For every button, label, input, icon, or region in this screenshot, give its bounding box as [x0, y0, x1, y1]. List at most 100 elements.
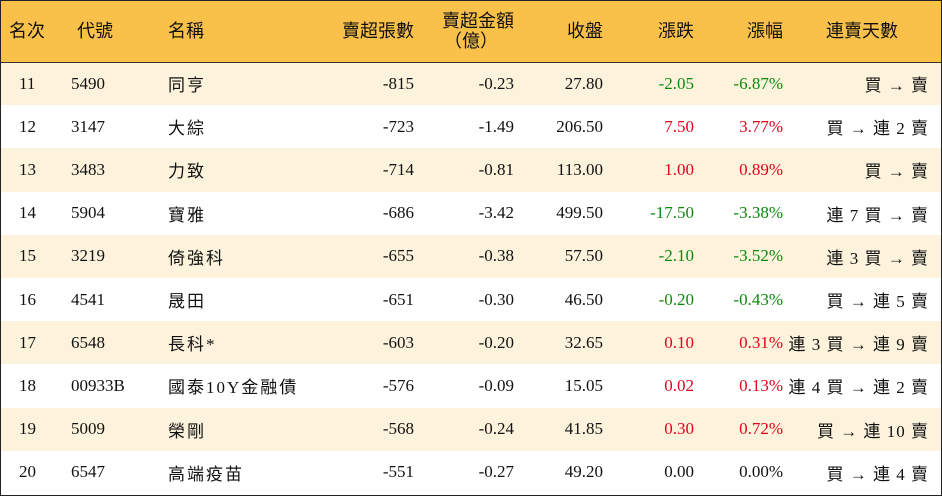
stock-code-cell: 5904	[71, 203, 105, 223]
stock-name-cell: 國泰10Y金融債	[168, 378, 299, 398]
table-row: 12 3147 大綜 -723 -1.49 206.50 7.50 3.77% 買 → 連 2 …	[1, 105, 941, 149]
stock-code-cell: 6548	[71, 332, 105, 352]
rank-cell: 15	[19, 246, 36, 266]
net-sell-shares-cell: -815	[382, 73, 414, 93]
stock-code-cell: 3147	[71, 116, 105, 136]
change-pct-cell: 0.00%	[739, 462, 783, 482]
sell-streak-cell: 連 4 買 → 連 2 賣	[788, 378, 929, 398]
rank-cell: 14	[19, 203, 36, 223]
sell-streak-cell: 連 3 買 → 賣	[826, 248, 929, 268]
sell-streak-cell: 連 7 買 → 賣	[826, 205, 929, 225]
price-change-cell: 0.10	[664, 332, 694, 352]
net-sell-shares-cell: -551	[382, 462, 414, 482]
rank-cell: 20	[19, 462, 36, 482]
header-net-sell-amount-unit: （億）	[444, 31, 498, 52]
close-price-cell: 41.85	[564, 419, 603, 439]
rank-cell: 11	[19, 73, 36, 93]
price-change-cell: -2.10	[658, 246, 694, 266]
net-sell-shares-cell: -576	[382, 375, 414, 395]
sell-streak-cell: 買 → 賣	[864, 162, 929, 182]
net-sell-shares-cell: -655	[382, 246, 414, 266]
header-row: 名次 代號 名稱 賣超張數 賣超金額 （億） 收盤 漲跌 漲幅 連賣天數	[1, 1, 941, 63]
stock-name-cell: 晟田	[168, 292, 206, 312]
stock-name-cell: 同亨	[168, 76, 206, 96]
close-price-cell: 49.20	[564, 462, 603, 482]
price-change-cell: 0.30	[664, 419, 694, 439]
sell-streak-cell: 連 3 買 → 連 9 賣	[788, 335, 929, 355]
sell-streak-cell: 買 → 連 2 賣	[826, 119, 929, 139]
close-price-cell: 46.50	[564, 289, 603, 309]
table-row: 20 6547 高端疫苗 -551 -0.27 49.20 0.00 0.00% 買 → 連 4…	[1, 450, 941, 494]
change-pct-cell: -3.52%	[733, 246, 783, 266]
table-row: 13 3483 力致 -714 -0.81 113.00 1.00 0.89% 買 → 賣	[1, 148, 941, 192]
sell-streak-cell: 買 → 連 5 賣	[826, 292, 929, 312]
rank-cell: 19	[19, 419, 36, 439]
price-change-cell: 7.50	[664, 116, 694, 136]
rank-cell: 16	[19, 289, 36, 309]
stock-name-cell: 大綜	[168, 119, 206, 139]
sell-streak-cell: 買 → 連 10 賣	[817, 421, 929, 441]
stock-code-cell: 5490	[71, 73, 105, 93]
net-sell-shares-cell: -723	[382, 116, 414, 136]
header-close: 收盤	[514, 1, 603, 63]
stock-code-cell: 5009	[71, 419, 105, 439]
change-pct-cell: -6.87%	[733, 73, 783, 93]
close-price-cell: 113.00	[556, 159, 603, 179]
table-header: 名次 代號 名稱 賣超張數 賣超金額 （億） 收盤 漲跌 漲幅 連賣天數	[1, 1, 941, 63]
table-body: 11 5490 同亨 -815 -0.23 27.80 -2.05 -6.87% 買 → 賣 12…	[1, 62, 941, 494]
change-pct-cell: -0.43%	[733, 289, 783, 309]
net-sell-shares-cell: -686	[382, 203, 414, 223]
change-pct-cell: 0.89%	[739, 159, 783, 179]
header-net-sell-amount-line1: 賣超金額	[442, 11, 514, 32]
close-price-cell: 499.50	[556, 203, 603, 223]
rank-cell: 18	[19, 375, 36, 395]
header-change-pct: 漲幅	[694, 1, 783, 63]
header-code: 代號	[69, 1, 162, 63]
close-price-cell: 15.05	[564, 375, 603, 395]
change-pct-cell: 3.77%	[739, 116, 783, 136]
net-sell-amount-cell: -0.38	[478, 246, 514, 266]
net-sell-amount-cell: -0.27	[478, 462, 514, 482]
price-change-cell: 1.00	[664, 159, 694, 179]
stock-name-cell: 長科*	[168, 335, 217, 355]
net-sell-shares-cell: -603	[382, 332, 414, 352]
table-row: 14 5904 寶雅 -686 -3.42 499.50 -17.50 -3.38% 連 7 買…	[1, 191, 941, 235]
net-sell-amount-cell: -0.81	[478, 159, 514, 179]
header-net-sell-shares: 賣超張數	[318, 1, 414, 63]
table-row: 16 4541 晟田 -651 -0.30 46.50 -0.20 -0.43% 買 → 連 5…	[1, 277, 941, 322]
table-row: 15 3219 倚強科 -655 -0.38 57.50 -2.10 -3.52% 連 3 買 …	[1, 234, 941, 278]
close-price-cell: 206.50	[556, 116, 603, 136]
table-row: 17 6548 長科* -603 -0.20 32.65 0.10 0.31% 連 3 買 → …	[1, 321, 941, 365]
net-sell-amount-cell: -0.09	[478, 375, 514, 395]
stock-code-cell: 6547	[71, 462, 105, 482]
price-change-cell: -2.05	[658, 73, 694, 93]
table-row: 18 00933B 國泰10Y金融債 -576 -0.09 15.05 0.02 0.13% 連…	[1, 364, 941, 408]
price-change-cell: 0.00	[664, 462, 694, 482]
change-pct-cell: 0.72%	[739, 419, 783, 439]
close-price-cell: 32.65	[564, 332, 603, 352]
net-sell-shares-cell: -651	[382, 289, 414, 309]
table-row: 11 5490 同亨 -815 -0.23 27.80 -2.05 -6.87% 買 → 賣	[1, 62, 941, 106]
header-change: 漲跌	[603, 1, 694, 63]
net-sell-amount-cell: -0.23	[478, 73, 514, 93]
stock-name-cell: 高端疫苗	[168, 464, 244, 484]
header-net-sell-amount: 賣超金額 （億）	[414, 1, 514, 63]
net-sell-amount-cell: -0.20	[478, 332, 514, 352]
sell-streak-cell: 買 → 連 4 賣	[826, 464, 929, 484]
net-sell-amount-cell: -1.49	[478, 116, 514, 136]
rank-cell: 17	[19, 332, 36, 352]
stock-name-cell: 寶雅	[168, 205, 206, 225]
rank-cell: 13	[19, 159, 36, 179]
stock-code-cell: 3219	[71, 246, 105, 266]
change-pct-cell: 0.13%	[739, 375, 783, 395]
stock-code-cell: 3483	[71, 159, 105, 179]
header-sell-streak: 連賣天數	[783, 1, 941, 63]
header-name: 名稱	[162, 1, 318, 63]
stock-name-cell: 榮剛	[168, 421, 206, 441]
change-pct-cell: 0.31%	[739, 332, 783, 352]
stock-name-cell: 力致	[168, 162, 206, 182]
rank-cell: 12	[19, 116, 36, 136]
stock-code-cell: 00933B	[71, 375, 125, 395]
net-sell-shares-cell: -568	[382, 419, 414, 439]
